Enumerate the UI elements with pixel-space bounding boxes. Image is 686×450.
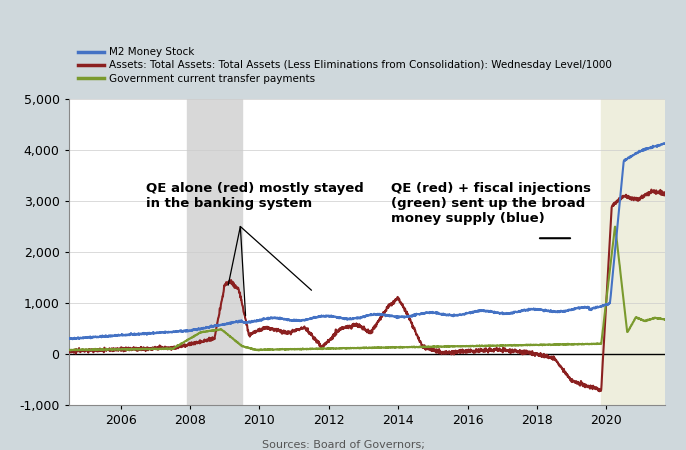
Legend: M2 Money Stock, Assets: Total Assets: Total Assets (Less Eliminations from Conso: M2 Money Stock, Assets: Total Assets: To… bbox=[74, 43, 616, 88]
Text: QE alone (red) mostly stayed
in the banking system: QE alone (red) mostly stayed in the bank… bbox=[146, 182, 364, 210]
Bar bbox=[187, 99, 242, 405]
Text: QE (red) + fiscal injections
(green) sent up the broad
money supply (blue): QE (red) + fiscal injections (green) sen… bbox=[391, 182, 591, 225]
Text: Sources: Board of Governors;: Sources: Board of Governors; bbox=[261, 440, 425, 450]
Bar bbox=[601, 99, 665, 405]
